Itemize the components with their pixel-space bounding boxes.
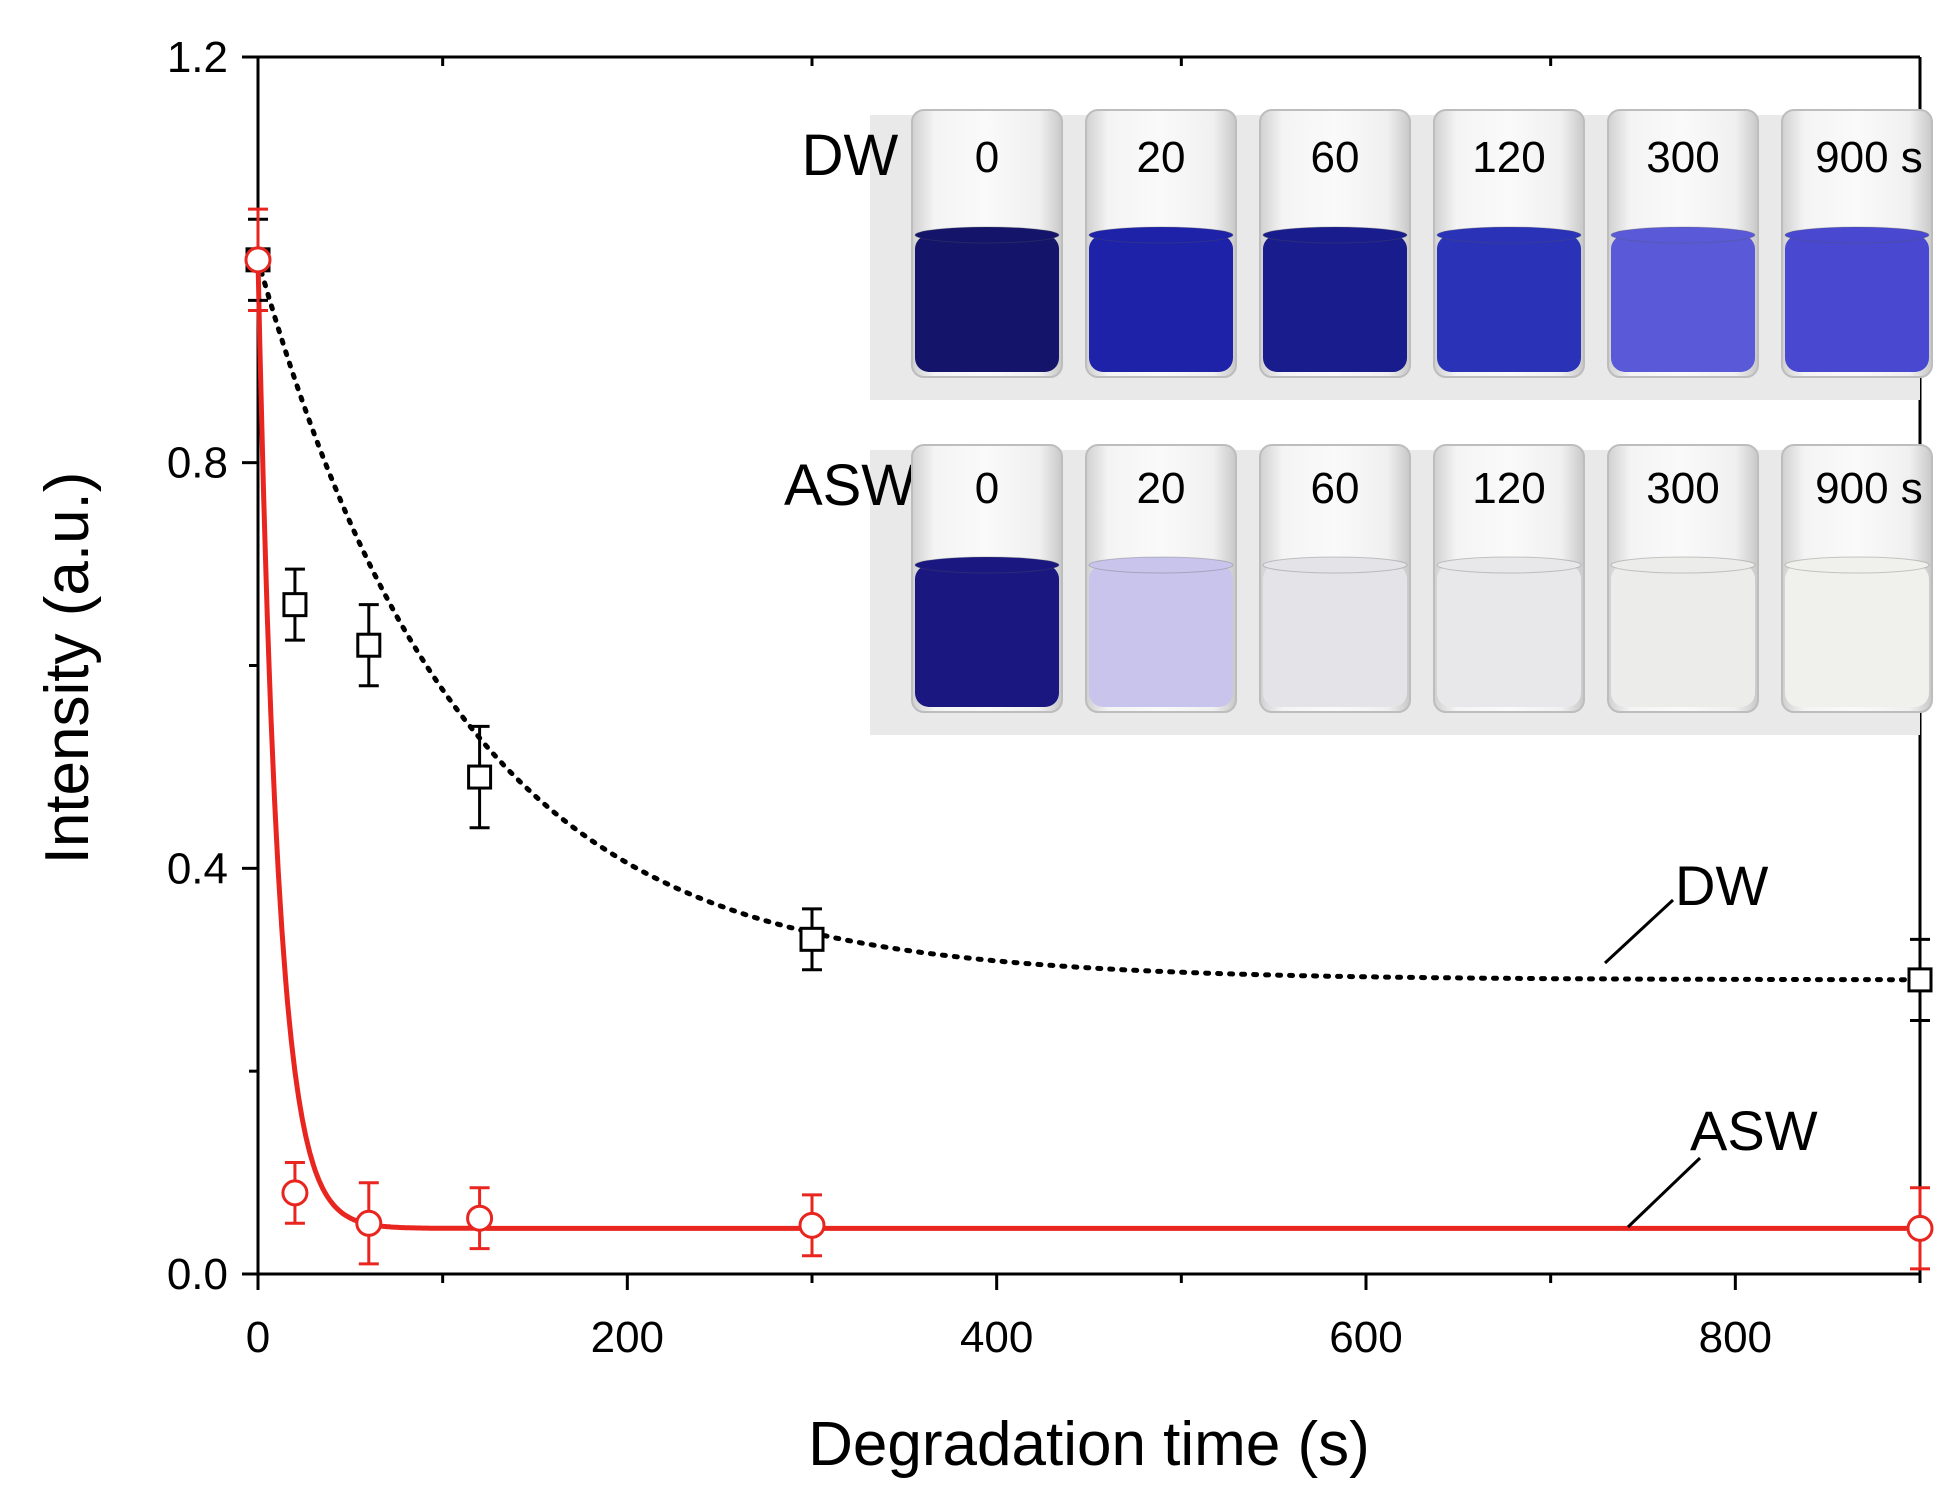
asw-data-point: [355, 1209, 383, 1237]
inset-time-label: 120: [1472, 464, 1545, 513]
x-axis-ticks: 0 200 400 600 800: [246, 57, 1922, 1362]
vial-meniscus: [1088, 226, 1234, 244]
x-tick-label: 800: [1699, 1313, 1772, 1362]
inset-row-asw: ASW 0 20 60 120 300 900 s: [784, 444, 1933, 735]
inset-row-label: DW: [802, 123, 899, 188]
y-axis-label: Intensity (a.u.): [33, 472, 102, 865]
inset-time-label: 300: [1646, 464, 1719, 513]
inset-time-label: 20: [1137, 133, 1186, 182]
inset-row-label: ASW: [784, 453, 916, 518]
y-tick-label: 1.2: [167, 33, 228, 82]
vial-meniscus: [1436, 556, 1582, 574]
inset-time-label: 60: [1311, 464, 1360, 513]
vial-liquid: [915, 235, 1059, 372]
asw-data-point: [281, 1179, 309, 1207]
y-tick-label: 0.8: [167, 439, 228, 488]
data-points: [244, 207, 1934, 1271]
vial-liquid: [1785, 565, 1929, 707]
vial-meniscus: [1784, 556, 1930, 574]
asw-data-point: [798, 1211, 826, 1239]
inset-time-label: 60: [1311, 133, 1360, 182]
dw-label-leader: [1603, 898, 1675, 965]
vial-meniscus: [914, 226, 1060, 244]
fit-curves: [255, 257, 1923, 1231]
vial-liquid: [1611, 235, 1755, 372]
asw-series-label: ASW: [1690, 1099, 1818, 1162]
dw-series-label: DW: [1675, 854, 1768, 917]
x-tick-label: 200: [591, 1313, 664, 1362]
inset-photos: DW 0 20 60 120 300 900 s ASW 0 20 60 120 300 900 s: [784, 109, 1933, 735]
asw-data-point: [466, 1204, 494, 1232]
vial-liquid: [1263, 235, 1407, 372]
vial-liquid: [1611, 565, 1755, 707]
x-tick-label: 400: [960, 1313, 1033, 1362]
asw-data-point: [244, 246, 272, 274]
inset-time-label: 900 s: [1815, 133, 1923, 182]
vial-liquid: [1437, 565, 1581, 707]
vial-liquid: [1437, 235, 1581, 372]
asw-fit-curve: [255, 259, 1920, 1231]
dw-data-point: [467, 764, 493, 790]
dw-data-point: [799, 926, 825, 952]
inset-time-label: 0: [975, 133, 999, 182]
vial-meniscus: [914, 556, 1060, 574]
vial-liquid: [915, 565, 1059, 707]
vial-liquid: [1263, 565, 1407, 707]
x-tick-label: 0: [246, 1313, 270, 1362]
inset-time-label: 900 s: [1815, 464, 1923, 513]
vial-meniscus: [1262, 556, 1408, 574]
asw-label-leader: [1626, 1156, 1702, 1229]
dw-data-point: [1907, 967, 1933, 993]
vial-meniscus: [1610, 226, 1756, 244]
inset-time-label: 120: [1472, 133, 1545, 182]
dw-fit-curve: [255, 257, 1923, 983]
inset-time-label: 20: [1137, 464, 1186, 513]
dw-data-point: [356, 632, 382, 658]
x-tick-label: 600: [1329, 1313, 1402, 1362]
y-axis-ticks: 0.0 0.4 0.8 1.2: [167, 33, 258, 1299]
vial-liquid: [1785, 235, 1929, 372]
inset-time-label: 0: [975, 464, 999, 513]
vial-meniscus: [1784, 226, 1930, 244]
vial-meniscus: [1610, 556, 1756, 574]
vial-meniscus: [1088, 556, 1234, 574]
x-axis-label: Degradation time (s): [808, 1410, 1370, 1479]
vial-liquid: [1089, 235, 1233, 372]
vial-meniscus: [1436, 226, 1582, 244]
y-tick-label: 0.0: [167, 1250, 228, 1299]
dw-data-point: [282, 592, 308, 618]
vial-meniscus: [1262, 226, 1408, 244]
series-labels: DW ASW: [1603, 854, 1818, 1229]
inset-time-label: 300: [1646, 133, 1719, 182]
inset-row-dw: DW 0 20 60 120 300 900 s: [802, 109, 1933, 400]
vial-liquid: [1089, 565, 1233, 707]
asw-data-point: [1906, 1214, 1934, 1242]
y-tick-label: 0.4: [167, 844, 228, 893]
